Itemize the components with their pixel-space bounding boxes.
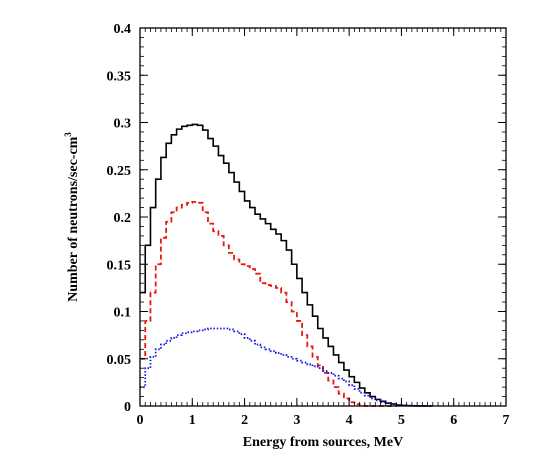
major-ticks: [139, 27, 507, 407]
x-tick-labels: 0 1 2 3 4 5 6 7: [137, 413, 510, 428]
y-tick-label: 0.2: [114, 211, 132, 226]
x-tick-label: 4: [346, 413, 353, 428]
x-tick-label: 0: [137, 413, 144, 428]
y-axis-title-sup: 3: [63, 132, 73, 137]
y-axis-title-main: Number of neutrons/sec-cm: [66, 136, 81, 301]
x-tick-label: 3: [293, 413, 300, 428]
y-tick-label: 0.15: [107, 258, 132, 273]
x-tick-label: 6: [450, 413, 457, 428]
x-axis-title: Energy from sources, MeV: [243, 435, 403, 450]
series-line-3: [140, 327, 433, 407]
y-tick-label: 0.3: [114, 117, 132, 132]
y-tick-label: 0.25: [107, 164, 132, 179]
y-tick-label: 0.05: [107, 353, 132, 368]
x-tick-label: 7: [503, 413, 510, 428]
series-line-1: [140, 123, 433, 407]
x-tick-label: 2: [241, 413, 248, 428]
y-tick-label: 0.35: [107, 69, 132, 84]
y-tick-label: 0: [124, 400, 131, 415]
x-tick-label: 5: [398, 413, 405, 428]
y-tick-labels: 0 0.05 0.1 0.15 0.2 0.25 0.3 0.35 0.4: [107, 22, 132, 415]
series-layer: [140, 123, 433, 407]
y-tick-label: 0.1: [114, 306, 132, 321]
x-tick-label: 1: [189, 413, 196, 428]
series-line-2: [140, 200, 397, 407]
y-axis-title: Number of neutrons/sec-cm3: [63, 132, 81, 302]
y-tick-label: 0.4: [114, 22, 132, 37]
